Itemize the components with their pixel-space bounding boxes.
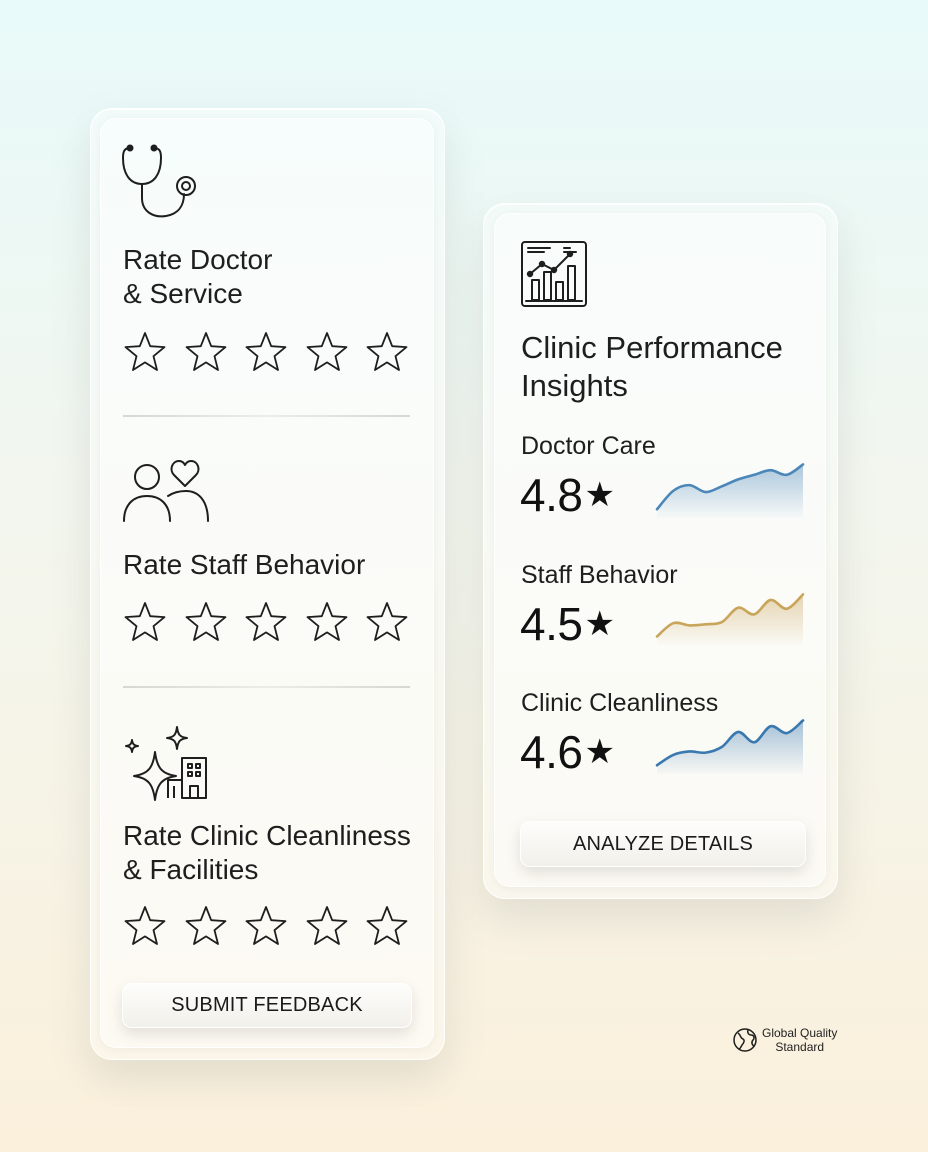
- clinic-cleanliness-sparkline: [655, 719, 805, 774]
- insights-title: Clinic Performance Insights: [521, 330, 783, 403]
- sparkline-area: [657, 464, 803, 518]
- people-heart-icon: [123, 460, 209, 522]
- clinic-cleanliness-label: Clinic Cleanliness: [521, 689, 719, 717]
- sparkline-area: [657, 720, 803, 774]
- star-icon[interactable]: [365, 600, 426, 644]
- clinic-cleanliness-score: 4.6 ★: [520, 726, 615, 778]
- star-icon[interactable]: [184, 600, 245, 644]
- sparkline-line: [655, 719, 805, 767]
- stethoscope-icon: [121, 144, 196, 218]
- star-icon: ★: [584, 605, 615, 643]
- star-icon[interactable]: [244, 600, 305, 644]
- doctor-care-label: Doctor Care: [521, 432, 656, 460]
- insights-card-frame: [483, 203, 838, 899]
- star-icon[interactable]: [305, 904, 366, 948]
- doctor-star-rating: [123, 330, 426, 374]
- insights-card: [494, 213, 826, 887]
- star-icon[interactable]: [184, 330, 245, 374]
- star-icon[interactable]: [184, 904, 245, 948]
- doctor-rating-title: Rate Doctor & Service: [123, 244, 273, 309]
- rating-card: [100, 118, 434, 1048]
- sparkline-line: [655, 593, 805, 638]
- sparkle-building-icon: [125, 726, 207, 801]
- star-icon[interactable]: [305, 330, 366, 374]
- star-icon: ★: [584, 476, 615, 514]
- star-icon[interactable]: [365, 904, 426, 948]
- doctor-care-score: 4.8 ★: [520, 469, 615, 521]
- star-icon[interactable]: [365, 330, 426, 374]
- star-icon: ★: [584, 733, 615, 771]
- star-icon[interactable]: [305, 600, 366, 644]
- rating-card-frame: [90, 108, 445, 1060]
- analytics-report-icon: [521, 241, 587, 307]
- doctor-care-sparkline: [655, 463, 805, 518]
- cleanliness-star-rating: [123, 904, 426, 948]
- star-icon[interactable]: [123, 904, 184, 948]
- submit-feedback-button[interactable]: SUBMIT FEEDBACK: [122, 983, 412, 1028]
- star-icon[interactable]: [244, 904, 305, 948]
- staff-rating-title: Rate Staff Behavior: [123, 549, 366, 580]
- analyze-details-button[interactable]: ANALYZE DETAILS: [520, 821, 806, 867]
- section-divider: [123, 415, 410, 417]
- star-icon[interactable]: [123, 330, 184, 374]
- star-icon[interactable]: [244, 330, 305, 374]
- sparkline-line: [655, 463, 805, 511]
- quality-badge: Global Quality Standard: [732, 1026, 837, 1054]
- cleanliness-rating-title: Rate Clinic Cleanliness & Facilities: [123, 820, 411, 885]
- staff-star-rating: [123, 600, 426, 644]
- globe-icon: [733, 1028, 757, 1052]
- staff-behavior-score: 4.5 ★: [520, 598, 615, 650]
- sparkline-area: [657, 594, 803, 645]
- star-icon[interactable]: [123, 600, 184, 644]
- staff-behavior-label: Staff Behavior: [521, 561, 678, 589]
- section-divider: [123, 686, 410, 688]
- quality-badge-text: Global Quality Standard: [762, 1026, 838, 1054]
- staff-behavior-sparkline: [655, 593, 805, 645]
